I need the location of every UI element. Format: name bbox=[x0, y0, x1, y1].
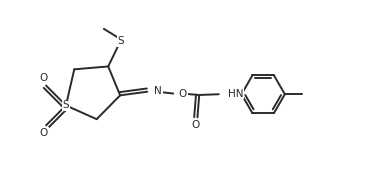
Text: S: S bbox=[63, 100, 69, 110]
Text: O: O bbox=[179, 89, 187, 99]
Text: O: O bbox=[40, 128, 48, 138]
Text: O: O bbox=[192, 120, 200, 130]
Text: HN: HN bbox=[228, 88, 244, 98]
Text: O: O bbox=[40, 73, 48, 83]
Text: N: N bbox=[154, 86, 162, 96]
Text: S: S bbox=[118, 36, 124, 46]
